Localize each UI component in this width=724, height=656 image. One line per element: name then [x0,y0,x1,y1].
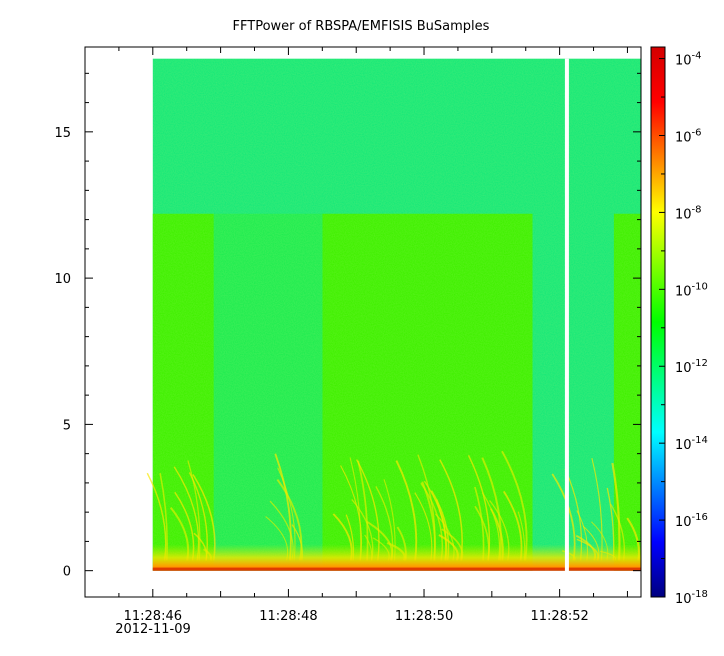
x-tick-label: 11:28:48 [259,609,317,624]
y-tick-label: 5 [63,418,71,433]
data-gap [564,58,569,572]
x-axis: 11:28:46 11:28:48 11:28:50 11:28:52 [118,47,628,624]
plot-frame [84,46,642,598]
colorbar-tick-label: 10-10 [675,281,708,299]
colorbar-axis: 10-4 10-6 10-8 10-10 10-12 10-14 10-16 10-18 [659,51,708,607]
colorbar [650,46,666,598]
y-tick-label: 0 [63,565,71,580]
heat-low-frequency-band [152,544,641,571]
colorbar-tick-label: 10-18 [675,589,708,607]
colorbar-tick-label: 10-6 [675,127,702,145]
colorbar-tick-label: 10-4 [675,51,702,69]
colorbar-tick-label: 10-14 [675,435,708,453]
chart-title: FFTPower of RBSPA/EMFISIS BuSamples [233,19,490,34]
x-tick-label: 11:28:50 [395,609,453,624]
colorbar-tick-label: 10-8 [675,204,702,222]
colorbar-tick-label: 10-16 [675,512,708,530]
x-tick-label: 11:28:52 [530,609,588,624]
x-date-label: 2012-11-09 [115,622,191,637]
spectrogram-image [146,58,641,572]
y-axis: 0 5 10 15 [54,72,641,580]
y-tick-label: 15 [54,126,71,141]
colorbar-tick-label: 10-12 [675,358,708,376]
x-tick-label: 11:28:46 [124,609,182,624]
heat-floor-line [152,567,641,571]
y-tick-label: 10 [54,272,71,287]
